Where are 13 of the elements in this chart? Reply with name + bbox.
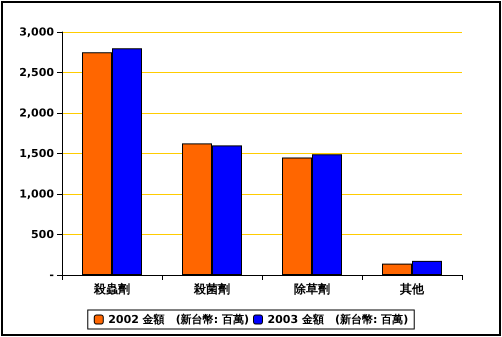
y-tick-label: 1,000 (19, 188, 54, 200)
y-tick-label: 3,000 (19, 26, 54, 38)
x-tick-label: 殺菌劑 (193, 282, 230, 296)
legend-label: 2002 金額 (新台幣: 百萬) (108, 313, 250, 326)
x-tick-label: 其他 (399, 282, 425, 296)
y-tick-label: 2,000 (19, 106, 54, 120)
x-tick-label: 殺蟲劑 (93, 282, 130, 296)
y-tick-label: 1,500 (19, 147, 54, 160)
y-tick-label: 500 (31, 228, 54, 241)
legend-label: 2003 金額 (新台幣: 百萬) (268, 313, 408, 326)
x-tick-label: 除草劑 (294, 282, 330, 296)
y-tick-label: - (49, 268, 54, 282)
y-tick-label: 2,500 (19, 66, 54, 79)
